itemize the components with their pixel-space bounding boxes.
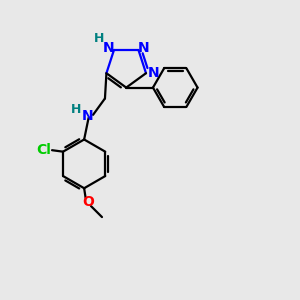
Text: N: N <box>81 109 93 123</box>
Text: H: H <box>71 103 81 116</box>
Text: N: N <box>103 40 115 55</box>
Text: N: N <box>138 40 150 55</box>
Text: N: N <box>148 66 159 80</box>
Text: O: O <box>82 195 94 209</box>
Text: Cl: Cl <box>36 143 51 157</box>
Text: H: H <box>94 32 104 45</box>
